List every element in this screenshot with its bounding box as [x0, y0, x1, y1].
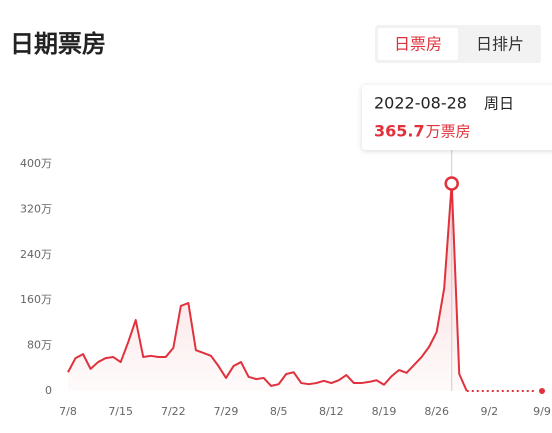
tab[interactable]: 日票房 [394, 35, 442, 54]
page-title: 日期票房 [10, 30, 106, 58]
tooltip-unit: 万票房 [426, 123, 471, 141]
end-point [539, 388, 545, 394]
x-tick-label: 8/5 [270, 405, 288, 418]
tab[interactable]: 日排片 [476, 35, 524, 54]
area [68, 183, 467, 391]
y-tick-label: 240万 [20, 248, 52, 261]
y-tick-label: 400万 [20, 157, 52, 170]
tab-active-bg [378, 28, 458, 60]
peak-marker [444, 176, 459, 191]
tooltip-date: 2022-08-28 [374, 94, 467, 113]
y-tick-label: 160万 [20, 293, 52, 306]
x-tick-label: 7/22 [161, 405, 186, 418]
x-tick-label: 8/26 [424, 405, 449, 418]
x-tick-label: 8/12 [319, 405, 344, 418]
x-tick-label: 8/19 [372, 405, 397, 418]
y-tick-label: 80万 [27, 339, 52, 352]
x-tick-label: 9/9 [533, 405, 551, 418]
y-tick-label: 0 [45, 384, 52, 397]
x-tick-label: 7/15 [108, 405, 133, 418]
tooltip-value: 365.7 [374, 122, 425, 141]
y-tick-label: 320万 [20, 202, 52, 215]
x-tick-label: 7/8 [59, 405, 77, 418]
line [67, 182, 468, 392]
tooltip-weekday: 周日 [484, 95, 514, 113]
x-tick-label: 9/2 [480, 405, 498, 418]
tooltip-box [362, 85, 552, 150]
x-tick-label: 7/29 [214, 405, 239, 418]
